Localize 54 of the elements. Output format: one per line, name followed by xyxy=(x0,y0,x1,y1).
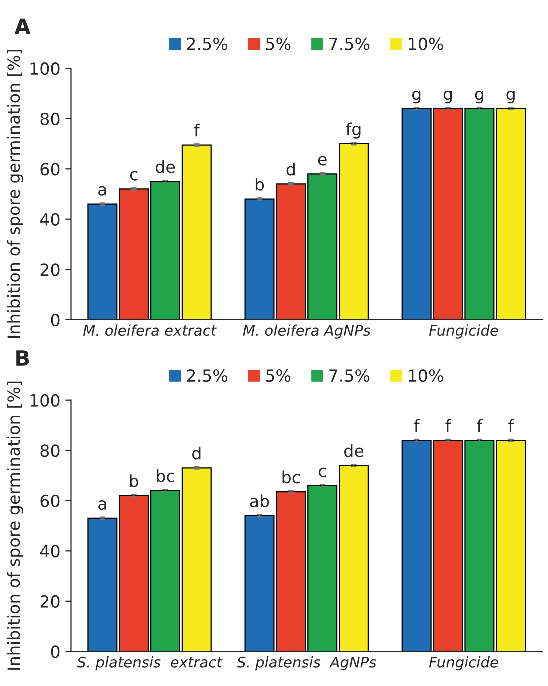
legend-label: 5% xyxy=(266,38,291,50)
y-tick-label: 20 xyxy=(40,264,60,276)
y-tick-label: 0 xyxy=(51,646,60,658)
data-label: b xyxy=(256,178,264,191)
y-tick-label: 40 xyxy=(40,545,60,558)
data-label: b xyxy=(130,474,138,488)
legend-label: 2.5% xyxy=(187,370,228,382)
legend-label: 7.5% xyxy=(330,370,370,382)
data-label: a xyxy=(98,500,106,510)
y-tick-label: 0 xyxy=(51,314,60,327)
data-label: fg xyxy=(346,122,361,139)
y-axis-title: Inhibition of spore germination [%] xyxy=(7,50,24,338)
data-label: g xyxy=(506,90,515,104)
data-label: d xyxy=(286,162,295,176)
x-tick-label: M. oleifera AgNPs xyxy=(243,324,371,339)
x-tick-label: Fungicide xyxy=(429,656,498,671)
y-tick-label: 40 xyxy=(40,213,60,226)
data-label: f xyxy=(414,419,420,432)
y-tick-label: 60 xyxy=(40,163,60,176)
y-tick-label: 80 xyxy=(40,444,60,458)
data-label: f xyxy=(446,419,452,432)
data-label: g xyxy=(444,90,452,104)
data-label: c xyxy=(130,171,138,181)
legend-label: 10% xyxy=(409,38,444,50)
y-tick-label: 100 xyxy=(30,394,60,407)
x-tick-label: Fungicide xyxy=(429,324,498,339)
legend-label: 5% xyxy=(266,370,291,382)
data-label: g xyxy=(412,90,421,104)
y-tick-label: 20 xyxy=(40,595,60,608)
legend-label: 7.5% xyxy=(330,38,370,50)
data-label: de xyxy=(156,160,176,174)
data-label: a xyxy=(98,186,106,196)
legend-label: 2.5% xyxy=(187,38,228,50)
chart-title: A xyxy=(14,18,31,34)
data-label: f xyxy=(508,419,514,432)
data-label: bc xyxy=(282,470,300,484)
x-tick-label: S. platensis AgNPs xyxy=(237,656,376,671)
y-tick-label: 80 xyxy=(40,112,60,126)
data-label: d xyxy=(192,446,201,460)
y-axis-title: Inhibition of spore germination [%] xyxy=(7,382,24,670)
legend-label: 10% xyxy=(409,370,444,382)
chart-title: B xyxy=(16,350,30,366)
y-tick-label: 100 xyxy=(30,62,60,76)
y-tick-label: 60 xyxy=(40,494,60,508)
data-label: c xyxy=(318,468,326,478)
data-label: f xyxy=(477,419,483,432)
data-label: bc xyxy=(157,470,174,482)
data-label: de xyxy=(344,444,364,458)
x-tick-label: M. oleifera extract xyxy=(83,324,217,336)
x-tick-label: S. platensis extract xyxy=(77,656,223,671)
data-label: ab xyxy=(250,494,270,508)
data-label: e xyxy=(318,156,327,166)
data-label: g xyxy=(475,90,484,104)
data-label: f xyxy=(194,124,200,137)
